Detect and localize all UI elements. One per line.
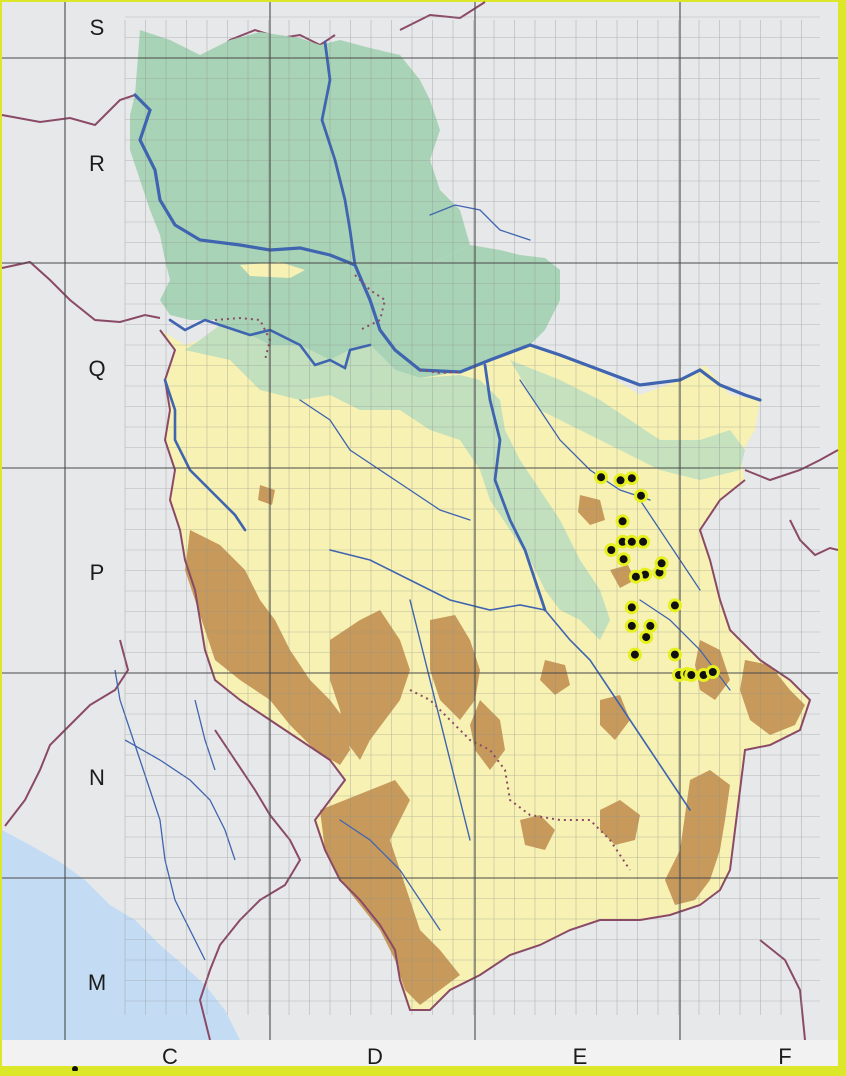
vojvodina-border-east [419,369,461,375]
croatia-bosnia-border [4,639,130,827]
juzna-morava-river [544,609,691,811]
occurrence-marker-dot [627,603,636,612]
occurrence-marker-dot [708,668,717,676]
danube-lowland-east [510,360,745,480]
occurrence-marker-dot [631,572,640,581]
column-label-d: D [367,1044,383,1069]
row-label-n: N [89,765,105,790]
danube-river [133,93,762,402]
bosnia-rivers [114,669,236,961]
occurrence-marker-dot [607,546,616,554]
occurrence-marker-dot [687,671,696,679]
serbia-state-border [159,329,812,1011]
row-label-m: M [88,970,106,995]
occurrence-marker-dot [637,491,645,500]
occurrence-marker-dot [639,537,648,546]
croatia-border [1,260,161,324]
romania-border-east [744,449,839,482]
kosovo-border [409,689,631,871]
occurrence-marker-dot [627,474,636,483]
occurrence-marker-dot [655,568,664,577]
occurrence-marker-dot [657,559,666,568]
column-label-f: F [778,1044,791,1069]
row-label-s: S [90,15,105,40]
tamis-river [429,204,531,241]
ibar-river [409,599,471,841]
timok-river [639,499,701,591]
vojvodina-north [135,30,470,270]
beli-drim-river [339,819,441,931]
occurrence-marker-dot [646,621,655,630]
column-label-e: E [573,1044,588,1069]
utm-10km-grid [124,16,820,1015]
occurrence-marker-dot [619,555,628,564]
tisa-river [320,40,357,267]
occurrence-marker-dot [618,537,627,546]
drina-river [163,378,247,532]
occurrence-marker-dot [627,621,636,630]
column-label-c: C [162,1044,178,1069]
occurrence-marker-dot [630,650,639,659]
vojvodina-border-mid [354,274,387,331]
kolubara-river [299,399,471,521]
vojvodina-lowland [130,95,560,385]
major-utm-grid [2,2,838,1040]
occurrence-marker-dot [618,517,627,526]
neighbour-borders [1,1,839,1041]
main-rivers [133,40,762,931]
column-labels: C D E F [162,1044,792,1069]
occurrence-markers [594,470,720,682]
montenegro-border [198,729,302,1041]
macedonia-border [759,939,806,1041]
column-label-strip [2,1040,838,1066]
occurrence-marker-dot [641,570,650,579]
occurrence-marker-dot [670,601,679,610]
hungary-border-east [399,1,486,31]
row-labels: S R Q P N M [88,15,106,995]
occurrence-marker-dot [616,476,625,485]
adriatic-sea [2,830,240,1040]
occurrence-marker-dot [642,633,651,642]
velika-morava-river [483,363,547,612]
mlava-river [519,379,651,501]
occurrence-marker-dot [597,473,606,482]
occurrence-marker-dot [699,671,708,679]
zapadna-morava-river [329,549,546,611]
sava-river [168,318,372,370]
occurrence-marker-dot [670,650,679,659]
bulgaria-border-north [789,519,839,557]
row-label-r: R [89,151,105,176]
province-borders [214,274,631,871]
occurrence-marker-dot [627,537,636,546]
row-label-q: Q [88,356,105,381]
row-label-p: P [90,560,105,585]
